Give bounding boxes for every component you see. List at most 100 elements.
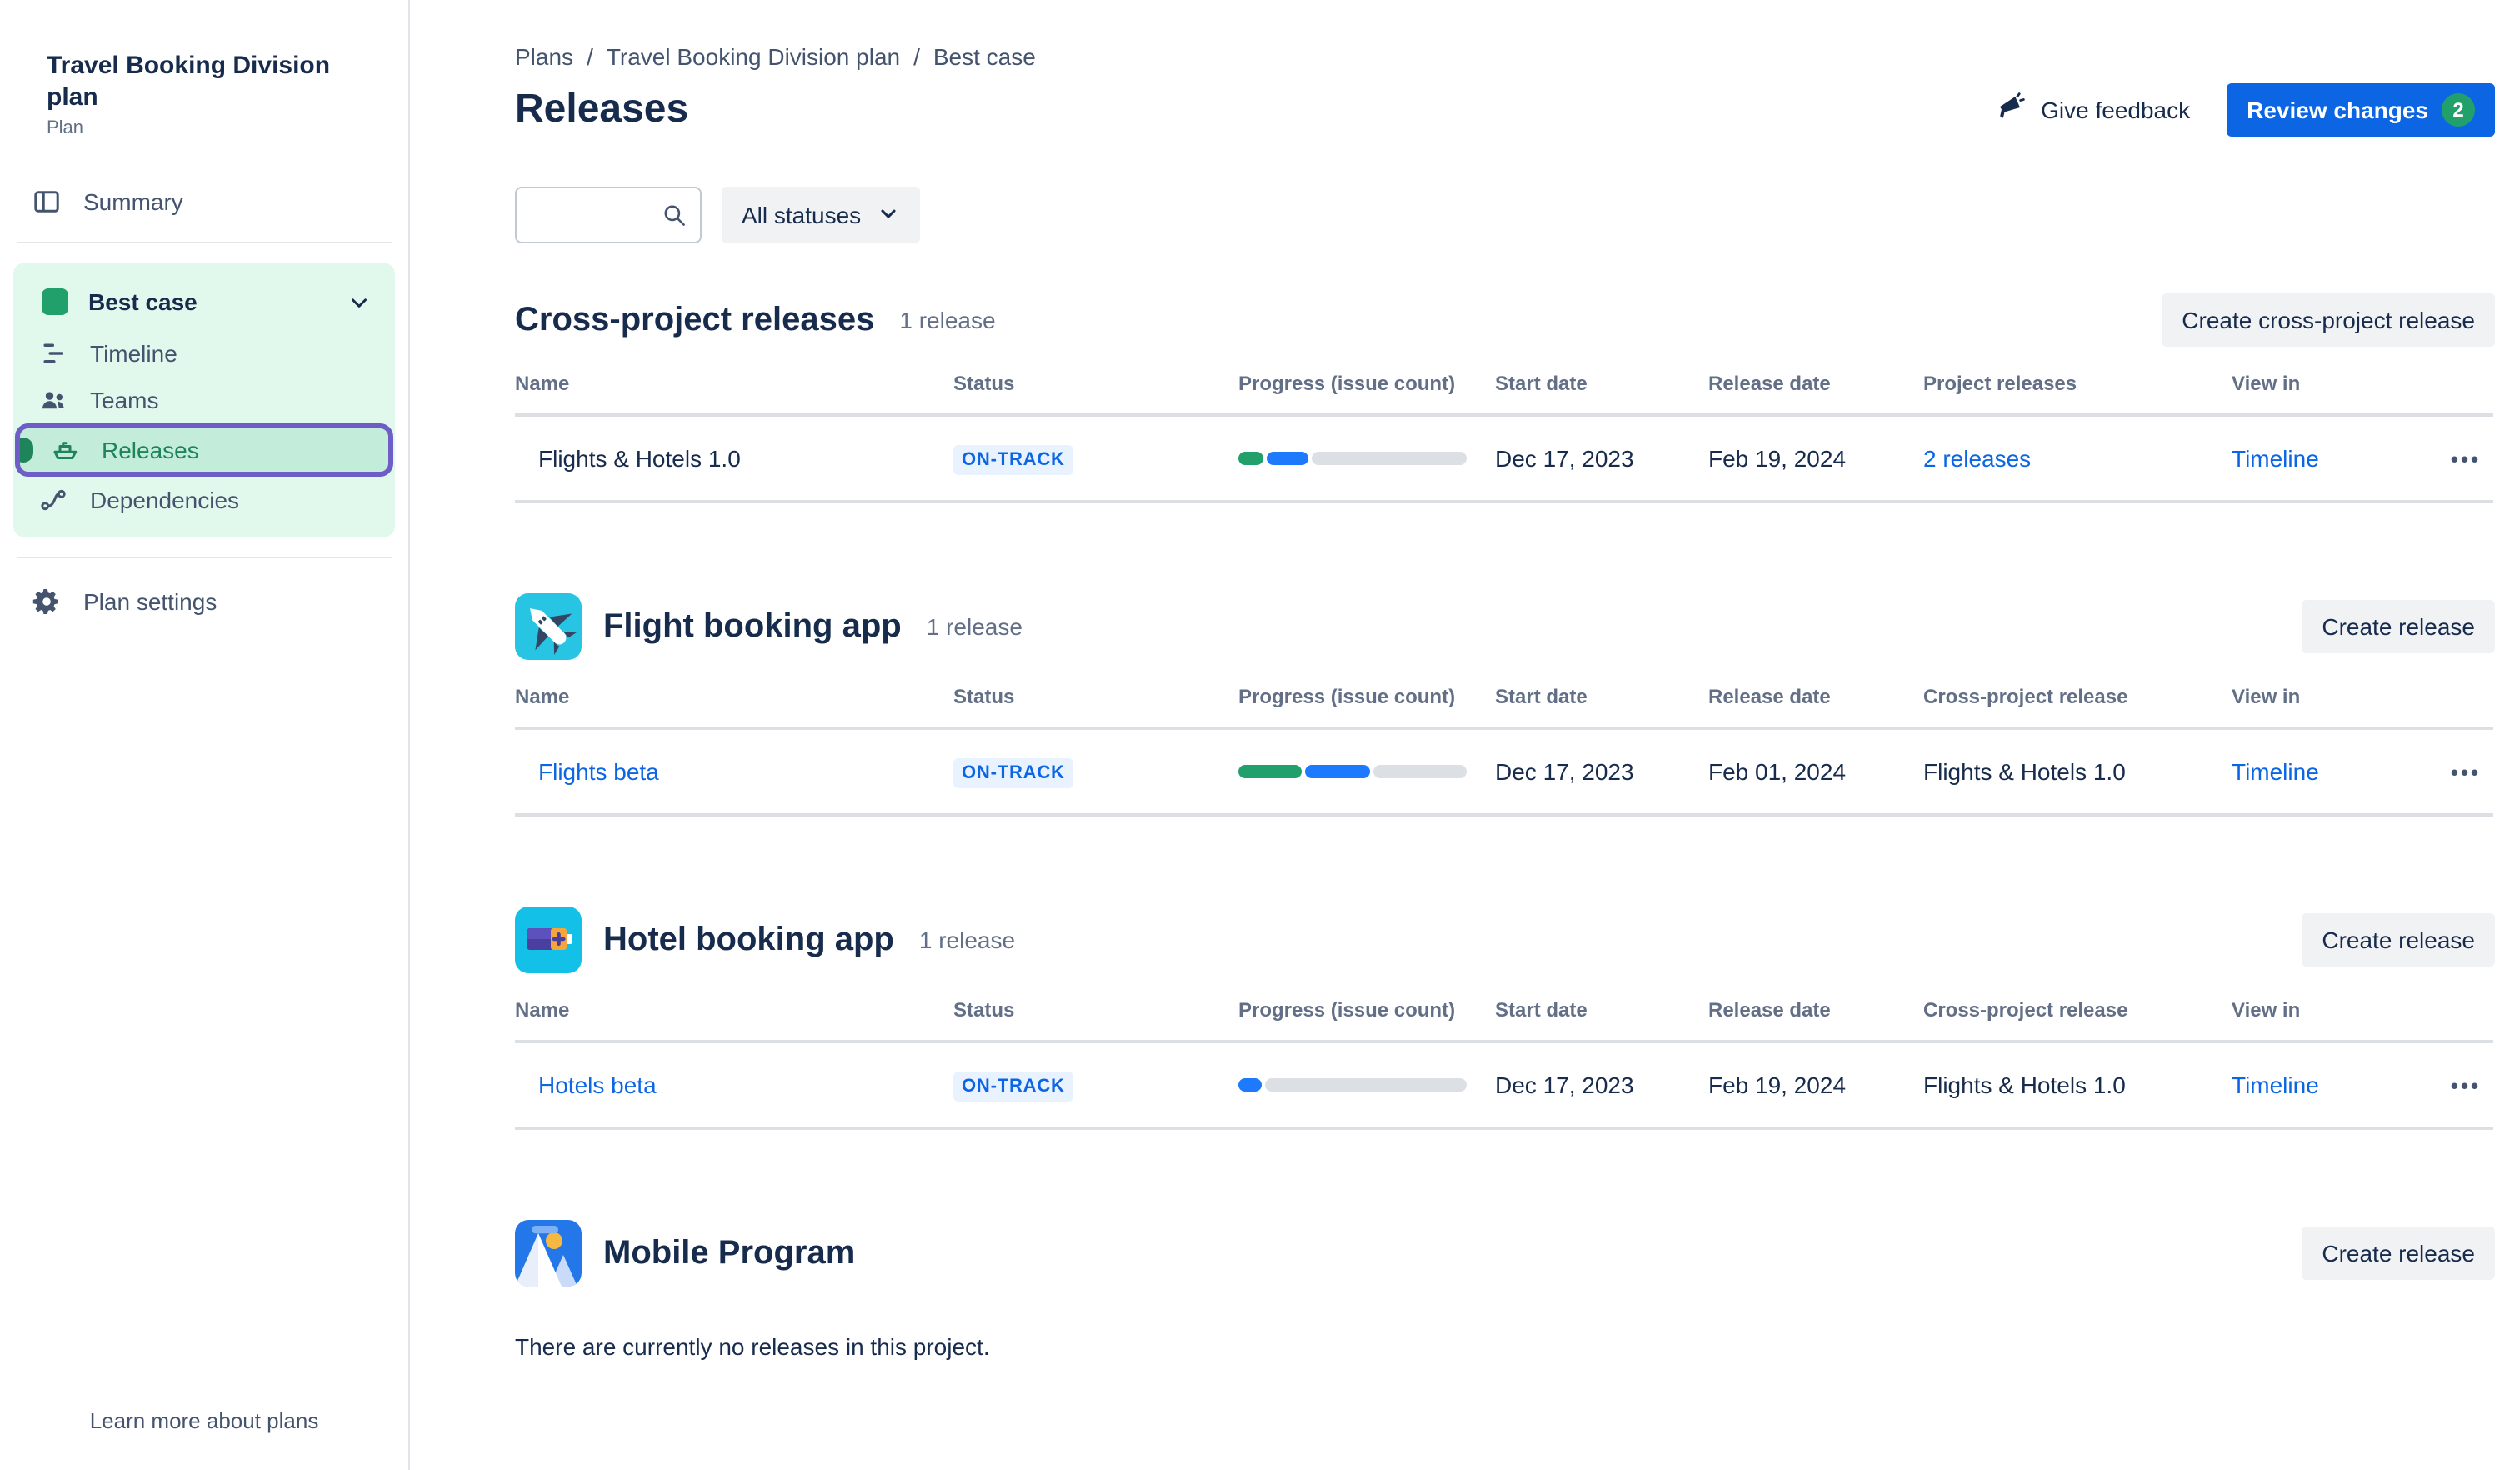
sidebar-divider [17, 242, 392, 243]
scenario-color-swatch [42, 288, 68, 315]
sidebar: Travel Booking Division plan Plan Summar… [0, 0, 410, 1470]
column-header-cross-project-release: Cross-project release [1923, 998, 2128, 1022]
sidebar-item-teams[interactable]: Teams [13, 377, 395, 423]
cross-project-releases-section: Cross-project releases 1 release Create … [515, 293, 2495, 503]
release-count: 1 release [918, 927, 1016, 953]
row-actions-button[interactable]: ••• [2450, 446, 2482, 471]
column-header-release-date: Release date [1708, 998, 1831, 1022]
dependencies-icon [38, 485, 68, 515]
column-header-start-date: Start date [1495, 685, 1588, 708]
breadcrumb-plans[interactable]: Plans [515, 43, 574, 70]
search-icon [660, 201, 688, 229]
view-in-timeline-link[interactable]: Timeline [2232, 445, 2319, 472]
gear-icon [32, 587, 62, 617]
sidebar-item-label: Summary [83, 188, 183, 215]
table-row: Flights & Hotels 1.0 ON-TRACK Dec 17, 20… [515, 417, 2493, 503]
release-name-link[interactable]: Flights beta [538, 758, 659, 785]
sidebar-item-dependencies[interactable]: Dependencies [13, 477, 395, 523]
sidebar-item-plan-settings[interactable]: Plan settings [0, 575, 408, 628]
view-in-timeline-link[interactable]: Timeline [2232, 758, 2319, 785]
sidebar-spacer [0, 628, 408, 1408]
release-name-link[interactable]: Hotels beta [538, 1072, 657, 1098]
sidebar-item-summary[interactable]: Summary [0, 175, 408, 228]
column-header-start-date: Start date [1495, 998, 1588, 1022]
column-header-status: Status [953, 998, 1015, 1022]
search-input[interactable] [515, 187, 702, 243]
column-header-release-date: Release date [1708, 372, 1831, 395]
status-filter-dropdown[interactable]: All statuses [722, 187, 920, 243]
release-count: 1 release [926, 613, 1022, 640]
progress-done [1238, 452, 1264, 465]
timeline-icon [38, 338, 68, 368]
review-changes-count-badge: 2 [2442, 93, 2475, 127]
progress-bar [1238, 765, 1467, 778]
breadcrumb-separator: / [587, 43, 593, 70]
column-header-cross-project-release: Cross-project release [1923, 685, 2128, 708]
column-header-progress: Progress (issue count) [1238, 998, 1456, 1022]
hotel-project-avatar-icon [515, 907, 582, 973]
sidebar-item-releases[interactable]: Releases [15, 423, 393, 477]
breadcrumb-separator: / [913, 43, 920, 70]
status-badge: ON-TRACK [953, 758, 1073, 788]
column-header-project-releases: Project releases [1923, 372, 2078, 395]
section-title: Cross-project releases [515, 301, 875, 338]
learn-more-link[interactable]: Learn more about plans [89, 1408, 319, 1433]
sidebar-item-timeline[interactable]: Timeline [13, 330, 395, 377]
column-header-name: Name [515, 685, 570, 708]
column-header-view-in: View in [2232, 685, 2301, 708]
release-name: Flights & Hotels 1.0 [538, 445, 741, 472]
create-cross-project-release-button[interactable]: Create cross-project release [2162, 293, 2495, 347]
status-badge: ON-TRACK [953, 444, 1073, 474]
scenario-selector[interactable]: Best case [13, 273, 395, 330]
column-header-status: Status [953, 372, 1015, 395]
give-feedback-label: Give feedback [2041, 97, 2191, 123]
sidebar-item-label: Releases [102, 437, 199, 463]
column-header-progress: Progress (issue count) [1238, 372, 1456, 395]
project-releases-link[interactable]: 2 releases [1923, 445, 2032, 472]
view-in-timeline-link[interactable]: Timeline [2232, 1072, 2319, 1098]
page-header: Releases Give f [515, 83, 2495, 137]
releases-table: Name Status Progress (issue count) Start… [515, 997, 2493, 1130]
table-row: Flights beta ON-TRACK Dec 17, 2023 Feb 0… [515, 730, 2493, 817]
plan-title: Travel Booking Division plan [47, 52, 331, 112]
breadcrumb-plan[interactable]: Travel Booking Division plan [606, 43, 901, 70]
breadcrumb: Plans / Travel Booking Division plan / B… [515, 43, 2495, 70]
progress-bar [1238, 452, 1467, 465]
progress-bar [1238, 1078, 1467, 1092]
teams-icon [38, 385, 68, 415]
progress-inprogress [1238, 1078, 1262, 1092]
empty-state-text: There are currently no releases in this … [515, 1333, 990, 1360]
table-header: Name Status Progress (issue count) Start… [515, 683, 2493, 730]
create-release-button[interactable]: Create release [2302, 913, 2495, 967]
header-actions: Give feedback Review changes 2 [1992, 83, 2495, 137]
breadcrumb-scenario[interactable]: Best case [932, 43, 1036, 70]
releases-ship-icon [50, 435, 80, 465]
release-date: Feb 19, 2024 [1708, 445, 1847, 472]
create-release-button[interactable]: Create release [2302, 1227, 2495, 1280]
progress-remaining [1311, 452, 1467, 465]
section-header: Flight booking app 1 release Create rele… [515, 593, 2495, 660]
review-changes-button[interactable]: Review changes 2 [2227, 83, 2495, 137]
releases-table: Name Status Progress (issue count) Start… [515, 683, 2493, 817]
row-actions-button[interactable]: ••• [2450, 759, 2482, 784]
progress-done [1238, 765, 1302, 778]
progress-inprogress [1267, 452, 1308, 465]
give-feedback-button[interactable]: Give feedback [1992, 91, 2190, 129]
summary-icon [32, 187, 62, 217]
active-indicator [20, 438, 33, 462]
create-release-button[interactable]: Create release [2302, 600, 2495, 653]
column-header-release-date: Release date [1708, 685, 1831, 708]
start-date: Dec 17, 2023 [1495, 445, 1634, 472]
sidebar-item-label: Dependencies [90, 487, 240, 513]
sidebar-item-label: Plan settings [83, 588, 218, 615]
chevron-down-icon [347, 289, 372, 314]
row-actions-button[interactable]: ••• [2450, 1072, 2482, 1098]
progress-remaining [1372, 765, 1467, 778]
releases-table: Name Status Progress (issue count) Start… [515, 370, 2493, 503]
progress-inprogress [1305, 765, 1370, 778]
sidebar-item-label: Timeline [90, 340, 178, 367]
section-title: Flight booking app [603, 608, 902, 644]
cross-project-release: Flights & Hotels 1.0 [1923, 758, 2126, 785]
cross-project-release: Flights & Hotels 1.0 [1923, 1072, 2126, 1098]
flight-booking-app-section: Flight booking app 1 release Create rele… [515, 593, 2495, 817]
